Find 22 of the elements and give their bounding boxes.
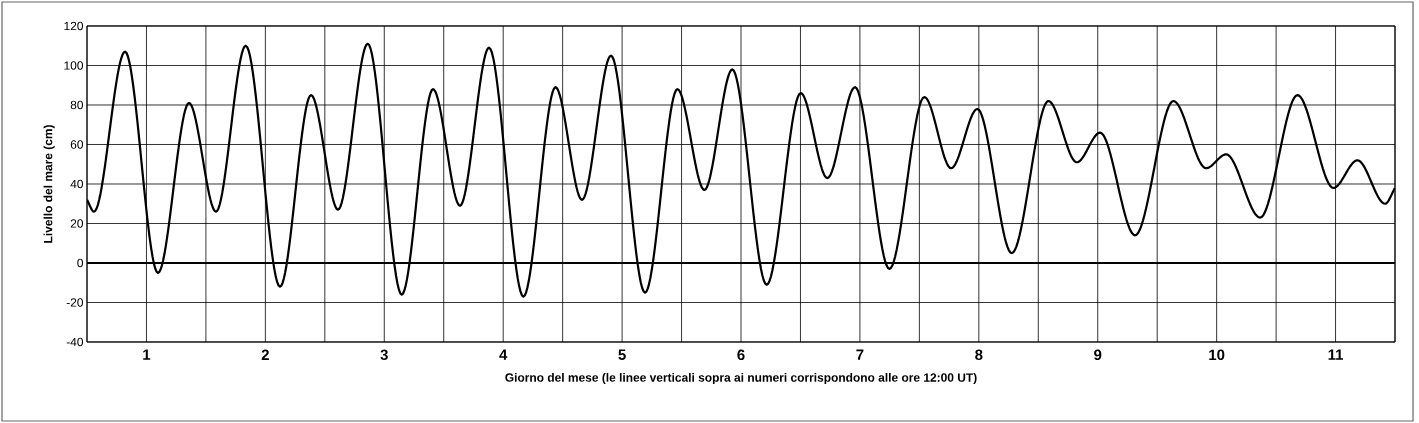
y-tick-label: -20 [66, 298, 84, 307]
x-tick-label: 10 [1209, 349, 1225, 361]
x-tick-label: 4 [499, 349, 508, 360]
x-tick-label: 2 [261, 349, 269, 360]
x-tick-label: 6 [737, 349, 745, 361]
x-tick-label: 1 [143, 349, 151, 360]
y-axis-title: Livello del mare (cm) [43, 125, 55, 243]
y-tick-label: 40 [70, 179, 84, 189]
x-tick-label: 7 [856, 349, 864, 360]
y-tick-label: 80 [70, 100, 84, 110]
x-tick-label: 8 [975, 349, 983, 361]
y-tick-label: 100 [64, 61, 84, 70]
y-tick-label: 120 [64, 21, 84, 31]
x-tick-label: 11 [1328, 349, 1344, 360]
y-tick-label: 0 [77, 258, 84, 268]
x-tick-label: 9 [1094, 349, 1102, 361]
y-tick-label: -40 [66, 337, 84, 347]
x-tick-label: 3 [380, 349, 388, 361]
y-tick-label: 20 [70, 219, 84, 228]
x-axis-title: Giorno del mese (le linee verticali sopra ai numeri corrispondono alle ore 12:00 UT) [505, 372, 977, 385]
x-tick-label: 5 [618, 349, 626, 360]
y-tick-label: 60 [70, 140, 84, 149]
